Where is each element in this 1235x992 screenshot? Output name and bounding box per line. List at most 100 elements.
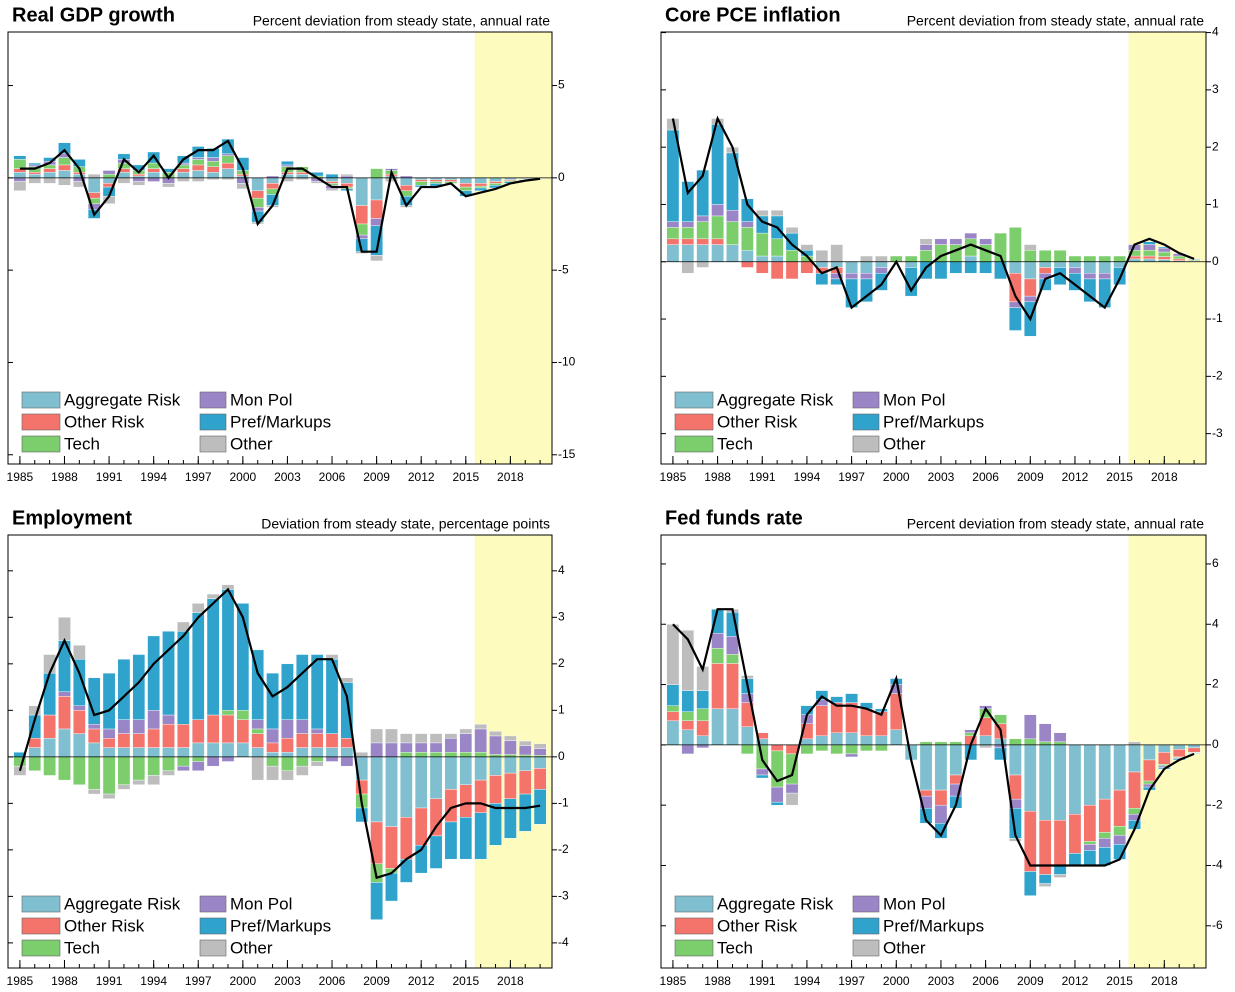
x-tick-label: 1994 [140,974,167,988]
bar [681,221,695,228]
bar [414,756,428,809]
bar [1023,295,1037,303]
bar [681,720,695,730]
bar [191,170,205,179]
y-tick-label: -3 [1212,426,1223,440]
bar [206,714,220,744]
legend-swatch [674,413,714,431]
bar [964,238,978,257]
bar [281,164,294,167]
bar [785,792,799,806]
bar [474,728,487,753]
bar [1068,261,1082,268]
bar [696,735,709,746]
bar [28,747,42,758]
legend-label: Tech [717,938,753,957]
bar [102,170,116,175]
bar [266,756,279,767]
bar [518,770,532,795]
bar [489,735,502,755]
bar [1038,883,1052,887]
legend-swatch [852,391,880,409]
bar [1113,255,1126,262]
bar [459,177,473,184]
bar [815,735,829,746]
bar [666,244,680,262]
bar [117,784,131,790]
bar [310,733,324,748]
bar [177,756,190,767]
legend-label: Mon Pol [883,894,945,913]
bar [681,744,695,755]
bar [755,255,769,262]
bar [666,118,680,131]
bar [221,589,235,711]
bar [28,705,42,716]
legend-swatch [674,917,714,935]
bar [1158,752,1171,765]
bar [711,708,724,746]
bar [28,738,42,748]
x-tick-label: 1997 [838,470,865,484]
legend-swatch [199,435,227,453]
bar [325,733,339,748]
bar [1023,244,1037,251]
x-tick-label: 2006 [319,974,346,988]
bar [28,756,42,772]
bar [711,215,724,240]
bar [1098,255,1112,262]
bar [755,261,769,274]
bar [1158,251,1171,257]
bar [191,159,205,166]
bar [340,747,354,758]
bar [459,784,473,818]
bar [964,232,978,240]
bar [815,690,829,700]
legend-label: Aggregate Risk [64,894,181,913]
bar [904,255,918,262]
bar [770,801,784,806]
y-tick-label: -2 [1212,797,1223,811]
bar [459,733,473,753]
bar [296,747,309,758]
x-tick-label: 1991 [96,974,123,988]
x-tick-label: 2006 [972,974,999,988]
bar [132,733,146,748]
bar [1143,250,1156,257]
bar [1023,714,1037,740]
bar [726,209,739,222]
bar [1143,258,1156,262]
bar [964,261,978,274]
y-tick-label: -2 [558,842,569,856]
legend-label: Other [230,434,273,453]
bar [102,756,116,795]
x-tick-label: 1988 [704,974,731,988]
bar [474,183,487,187]
bar [266,751,279,758]
bar [504,798,517,839]
bar [296,756,309,767]
bar [117,733,131,748]
x-tick-label: 2000 [229,470,256,484]
bar [251,733,264,748]
bar [830,244,844,262]
x-tick-label: 1988 [51,470,78,484]
bar [934,741,948,746]
bar [1068,853,1082,866]
x-tick-label: 1985 [7,470,34,484]
bar [474,779,487,813]
bar [1053,741,1067,746]
bar [1009,227,1022,262]
bar [785,227,799,234]
bar [1143,244,1156,251]
legend-swatch [674,895,714,913]
bar [1083,744,1097,806]
bar [666,624,680,685]
bar [58,177,71,186]
bar [681,181,695,222]
bar [251,719,264,730]
bar [741,221,754,228]
bar [117,658,131,720]
bar [296,173,309,179]
bar [310,728,324,734]
